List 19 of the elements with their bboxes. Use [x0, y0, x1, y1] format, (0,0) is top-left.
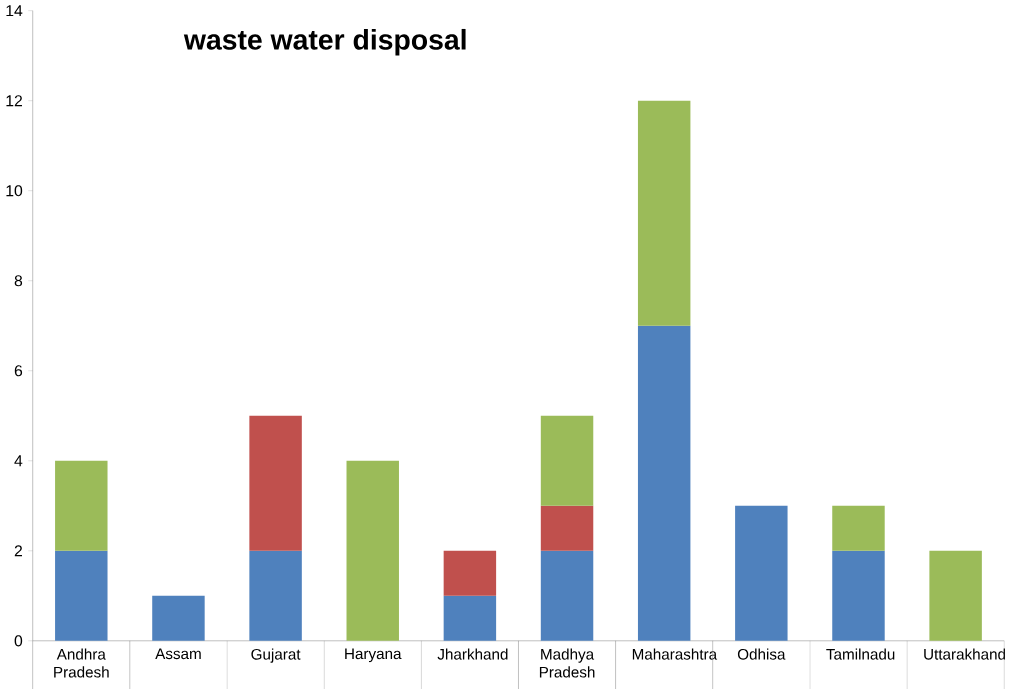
x-tick-label: Maharashtra: [632, 648, 718, 660]
x-tick-label: Uttarakhand: [924, 648, 1006, 660]
x-tick-label: Haryana: [345, 648, 402, 662]
y-tick-label: 0: [14, 635, 23, 647]
x-tick-label: Madhya Pradesh: [539, 648, 595, 678]
x-tick-label: Odhisa: [737, 648, 786, 660]
y-tick-label: 10: [6, 184, 23, 197]
y-tick-label: 2: [14, 545, 22, 557]
text: waste water disposal: [183, 28, 466, 56]
y-tick-label: 12: [6, 95, 22, 107]
y-tick-label: 8: [14, 274, 23, 287]
y-tick-label: 14: [6, 5, 23, 16]
y-tick-label: 6: [14, 365, 23, 377]
x-tick-label: Jharkhand: [437, 648, 508, 660]
x-tick-label: Andhra Pradesh: [54, 648, 109, 678]
y-tick-label: 4: [14, 455, 23, 467]
x-tick-label: Tamilnadu: [826, 648, 895, 660]
x-tick-label: Assam: [155, 648, 201, 659]
x-tick-label: Gujarat: [251, 648, 301, 663]
